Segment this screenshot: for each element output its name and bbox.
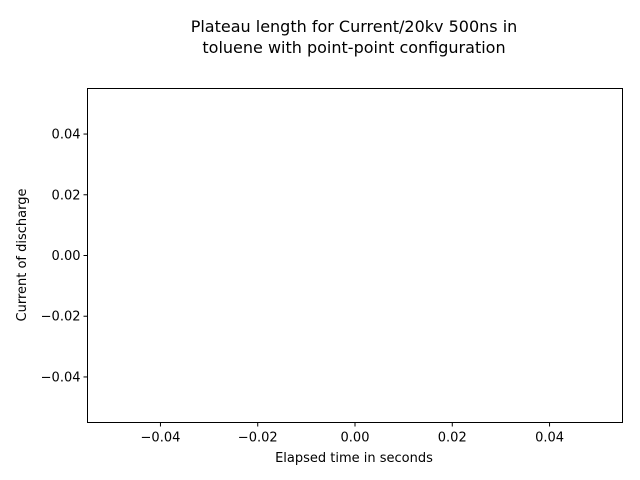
y-tick-label: 0.02: [52, 188, 81, 203]
y-tick-label: 0.00: [52, 249, 81, 264]
y-tick-label: 0.04: [52, 128, 81, 143]
x-tick-label: 0.00: [341, 431, 370, 446]
x-tick-label: 0.04: [535, 431, 564, 446]
x-axis-label: Elapsed time in seconds: [275, 451, 433, 466]
plot-area: [87, 88, 623, 423]
y-axis: −0.04 −0.02 0.00 0.02 0.04: [41, 128, 88, 385]
x-tick-label: −0.02: [238, 431, 278, 446]
y-axis-label: Current of discharge: [15, 189, 30, 322]
chart-title-line-2: toluene with point-point configuration: [202, 38, 505, 57]
y-tick-label: −0.02: [41, 310, 81, 325]
x-tick-label: −0.04: [141, 431, 181, 446]
x-tick-label: 0.02: [438, 431, 467, 446]
x-axis: −0.04 −0.02 0.00 0.02 0.04: [141, 422, 564, 446]
chart-title-line-1: Plateau length for Current/20kv 500ns in: [191, 17, 518, 36]
y-tick-label: −0.04: [41, 370, 81, 385]
